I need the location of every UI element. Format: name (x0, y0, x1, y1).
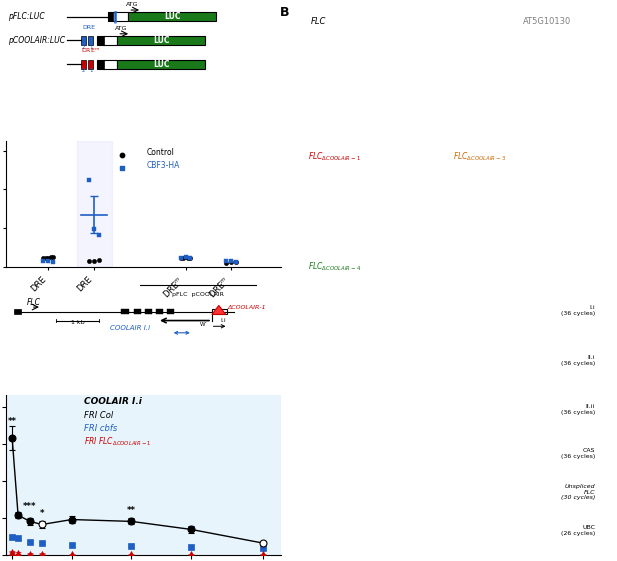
Point (222, 256, 231, 265)
Text: I.i: I.i (220, 318, 226, 323)
Text: UBC
(26 cycles): UBC (26 cycles) (561, 525, 595, 536)
Point (226, 256, 236, 265)
Point (176, 253, 186, 262)
Text: 2: 2 (81, 45, 85, 50)
Point (117, 151, 127, 160)
Text: ΔCOOLAIR-1: ΔCOOLAIR-1 (227, 305, 266, 310)
Text: Unspliced
FLC
(30 cycles): Unspliced FLC (30 cycles) (561, 484, 595, 500)
Point (41, 253, 51, 262)
Point (117, 164, 127, 173)
Text: LUC: LUC (164, 12, 180, 21)
Polygon shape (212, 305, 226, 314)
Text: COOLAIR I.i: COOLAIR I.i (110, 325, 150, 332)
Text: 2: 2 (81, 68, 85, 73)
Point (94, 231, 104, 240)
Bar (81, 36, 86, 45)
Text: FRI FLC$_{\Delta COOLAIR-1}$: FRI FLC$_{\Delta COOLAIR-1}$ (84, 436, 151, 448)
Text: $FLC_{\Delta COOLAIR-4}$: $FLC_{\Delta COOLAIR-4}$ (308, 260, 361, 273)
Bar (81, 60, 86, 68)
Bar (97, 60, 117, 68)
Text: pCOOLAIR:LUC: pCOOLAIR:LUC (7, 36, 65, 45)
Text: FLC: FLC (311, 17, 326, 26)
Text: DRE: DRE (82, 25, 95, 30)
Point (94, 256, 104, 265)
Point (43, 253, 53, 262)
Text: 1: 1 (89, 45, 93, 50)
Point (183, 254, 193, 263)
Point (46, 252, 56, 261)
Point (231, 257, 241, 266)
Point (89, 256, 99, 265)
Point (38, 254, 48, 263)
Text: COOLAIR I.i: COOLAIR I.i (84, 397, 141, 406)
Text: 1: 1 (89, 68, 93, 73)
Text: **: ** (7, 417, 17, 426)
Text: c: c (114, 20, 117, 25)
Bar (14, 309, 21, 314)
Text: **: ** (127, 507, 136, 516)
Point (222, 258, 231, 267)
Text: Ⱳ: Ⱳ (200, 322, 207, 327)
Text: Control: Control (147, 148, 175, 158)
Point (85, 175, 94, 184)
Point (85, 256, 94, 265)
Bar (167, 309, 175, 314)
Text: FRI cbfs: FRI cbfs (84, 424, 117, 433)
Point (48, 257, 58, 266)
Bar (77, 141, 112, 268)
Bar (97, 36, 117, 45)
Bar (97, 36, 104, 45)
Text: pFLC  pCOOLAIR: pFLC pCOOLAIR (172, 292, 223, 297)
Bar (155, 309, 164, 314)
Point (89, 225, 99, 234)
Text: $FLC_{\Delta COOLAIR-1}$: $FLC_{\Delta COOLAIR-1}$ (308, 150, 361, 163)
Text: $FLC_{\Delta COOLAIR-3}$: $FLC_{\Delta COOLAIR-3}$ (453, 150, 507, 163)
Point (186, 254, 196, 263)
Point (231, 257, 241, 266)
Text: B: B (280, 6, 289, 19)
Text: 1 kb: 1 kb (71, 320, 85, 325)
Text: FRI Col: FRI Col (84, 411, 113, 420)
Bar (117, 60, 205, 68)
Bar (88, 36, 93, 45)
Point (178, 253, 188, 262)
Point (43, 256, 53, 265)
Bar (145, 309, 152, 314)
Point (186, 254, 196, 263)
Point (48, 252, 58, 261)
Bar (212, 309, 227, 314)
Point (226, 257, 236, 266)
Text: II.ii
(36 cycles): II.ii (36 cycles) (561, 404, 595, 415)
Text: DRE$^m$: DRE$^m$ (81, 47, 100, 55)
Text: II.i
(36 cycles): II.i (36 cycles) (561, 355, 595, 366)
Bar (134, 309, 141, 314)
Text: ATG: ATG (115, 26, 128, 31)
Text: I.i
(36 cycles): I.i (36 cycles) (561, 305, 595, 316)
Text: AT5G10130: AT5G10130 (523, 17, 571, 26)
Point (181, 252, 191, 261)
Point (181, 252, 191, 261)
Text: FLC: FLC (27, 298, 41, 307)
Text: LUC: LUC (153, 59, 170, 68)
Bar (108, 12, 113, 21)
Text: pFLC:LUC: pFLC:LUC (7, 12, 44, 21)
Point (176, 253, 186, 262)
Text: ATG: ATG (126, 2, 139, 7)
Text: CBF3-HA: CBF3-HA (147, 161, 180, 170)
Bar (88, 60, 93, 68)
Point (38, 256, 48, 265)
Bar (122, 309, 129, 314)
Text: *: * (39, 509, 44, 518)
Bar (128, 12, 216, 21)
Text: CAS
(36 cycles): CAS (36 cycles) (561, 448, 595, 459)
Text: LUC: LUC (153, 36, 170, 45)
Bar (117, 36, 205, 45)
Text: ***: *** (23, 502, 37, 511)
Bar (108, 12, 128, 21)
Bar (97, 60, 104, 68)
